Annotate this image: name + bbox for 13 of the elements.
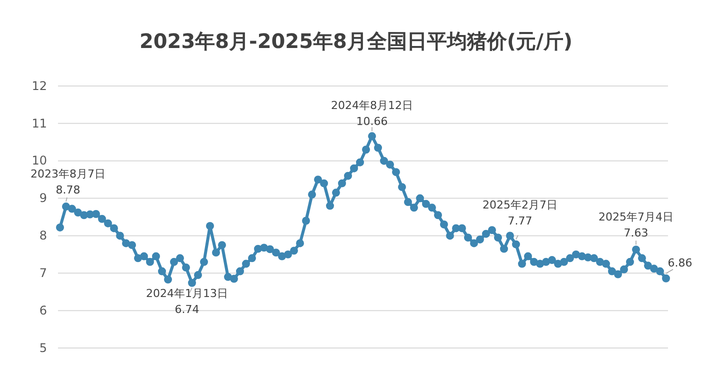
y-tick-label: 6 bbox=[39, 303, 47, 318]
annotation: 2025年7月4日 7.63 bbox=[598, 210, 674, 240]
y-tick-label: 8 bbox=[39, 228, 47, 243]
y-tick-label: 5 bbox=[39, 340, 47, 355]
y-tick-label: 7 bbox=[39, 266, 47, 280]
y-tick-label: 10 bbox=[32, 154, 47, 168]
annotation: 2024年8月12日 10.66 bbox=[331, 99, 413, 128]
chart-title: 2023年8月-2025年8月全国日平均猪价(元/斤) bbox=[139, 29, 573, 53]
annotation: 2025年2月7日 7.77 bbox=[482, 198, 558, 228]
annotation: 6.86 bbox=[668, 256, 692, 270]
y-tick-label: 11 bbox=[32, 116, 47, 130]
y-tick-label: 12 bbox=[32, 78, 47, 93]
annotation: 2024年1月13日 6.74 bbox=[146, 286, 228, 316]
